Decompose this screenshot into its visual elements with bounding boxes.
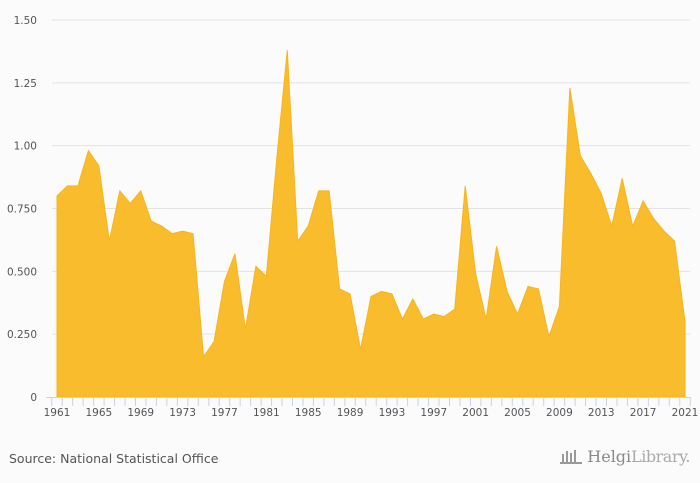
- y-tick-label: 0.250: [7, 329, 37, 341]
- y-tick-label: 0.500: [7, 266, 37, 278]
- y-tick-label: 0.750: [7, 204, 37, 216]
- x-tick-label: 1973: [169, 407, 196, 419]
- y-tick-label: 0: [30, 392, 37, 404]
- x-tick-label: 2009: [546, 407, 573, 419]
- y-tick-label: 1.50: [14, 15, 37, 27]
- y-tick-label: 1.25: [14, 78, 37, 90]
- area-series: [56, 50, 686, 398]
- x-tick-label: 2013: [588, 407, 615, 419]
- bars-logo-icon: [560, 449, 583, 464]
- logo-text-bold: Helgi: [587, 447, 632, 466]
- x-tick-label: 1993: [379, 407, 406, 419]
- x-tick-label: 2021: [672, 407, 699, 419]
- x-tick-label: 1977: [211, 407, 238, 419]
- x-tick-label: 2005: [504, 407, 531, 419]
- area-chart: 0 0.250 0.500 0.750 1.00 1.25 1.50 1961 1965 1969…: [7, 15, 699, 419]
- x-tick-label: 1961: [44, 407, 71, 419]
- x-tick-label: 1969: [127, 407, 154, 419]
- x-tick-label: 1989: [337, 407, 364, 419]
- x-tick-label: 1985: [295, 407, 322, 419]
- x-tick-label: 2017: [630, 407, 657, 419]
- x-tick-label: 2001: [462, 407, 489, 419]
- helgi-library-logo: HelgiLibrary.: [560, 447, 690, 466]
- x-tick-label: 1997: [420, 407, 447, 419]
- x-tick-label: 1965: [85, 407, 112, 419]
- source-note: Source: National Statistical Office: [9, 451, 219, 466]
- logo-text-light: Library.: [631, 447, 690, 466]
- y-tick-label: 1.00: [14, 141, 37, 153]
- x-tick-label: 1981: [253, 407, 280, 419]
